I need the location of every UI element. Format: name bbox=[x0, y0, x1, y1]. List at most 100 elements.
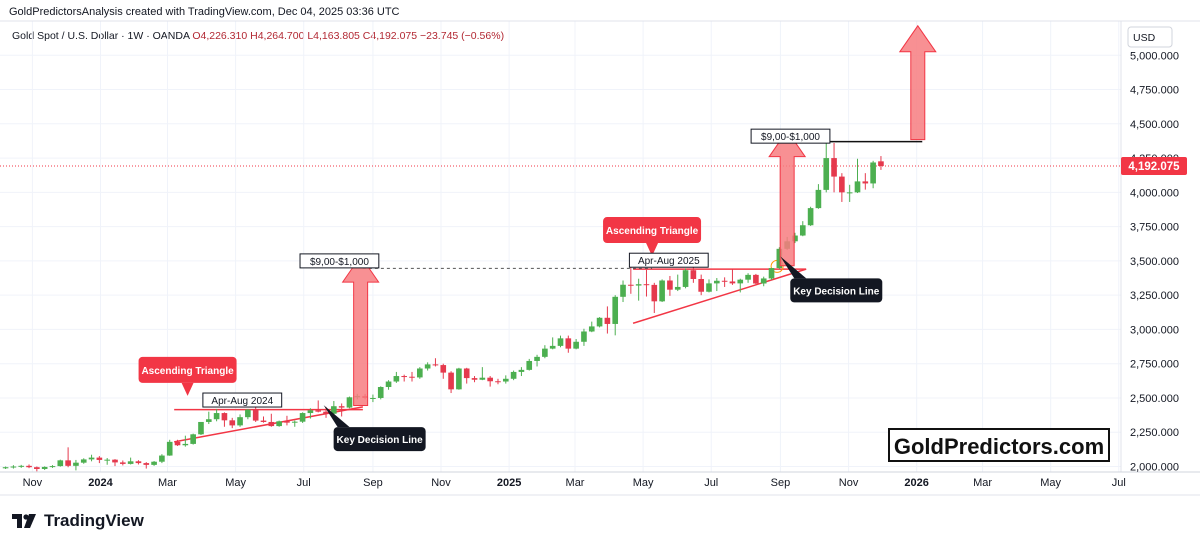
candle-up bbox=[299, 412, 306, 423]
candle-body bbox=[573, 341, 579, 349]
text-box-label: Apr-Aug 2025 bbox=[638, 256, 700, 267]
tradingview-brand[interactable]: TradingView bbox=[12, 511, 144, 531]
candles bbox=[2, 140, 884, 472]
candle-up bbox=[760, 276, 767, 287]
text-box-border bbox=[202, 392, 283, 408]
y-axis[interactable]: 2,000.000 2,250.000 2,500.000 2,750.000 3,00… bbox=[1130, 50, 1179, 473]
text-box-border bbox=[299, 253, 380, 269]
candle-body bbox=[839, 176, 845, 193]
candle-down bbox=[643, 269, 650, 297]
candle-up bbox=[659, 279, 665, 303]
candle-body bbox=[213, 413, 220, 420]
candle-up bbox=[307, 408, 314, 419]
candle-up bbox=[245, 408, 251, 420]
candle-body bbox=[401, 376, 407, 378]
candle-body bbox=[377, 387, 384, 398]
candle-body bbox=[323, 411, 329, 414]
candle-body bbox=[73, 462, 79, 466]
candle-up bbox=[549, 337, 556, 350]
candle-body bbox=[674, 286, 681, 290]
candle-up bbox=[331, 400, 337, 415]
candle-up bbox=[198, 421, 204, 435]
candle-down bbox=[268, 413, 275, 427]
candle-body bbox=[870, 162, 876, 184]
candle-up bbox=[854, 158, 861, 194]
x-tick-label: Jul bbox=[1112, 477, 1126, 489]
candle-up bbox=[479, 367, 486, 381]
x-tick-label: Mar bbox=[158, 477, 177, 489]
candle-up bbox=[205, 411, 212, 425]
candle-body bbox=[291, 421, 298, 423]
y-tick-label: 4,750.000 bbox=[1130, 85, 1179, 97]
y-tick-label: 4,500.000 bbox=[1130, 119, 1179, 131]
candle-body bbox=[659, 280, 665, 302]
x-tick-label: 2026 bbox=[904, 477, 928, 489]
candle-up bbox=[573, 339, 579, 350]
currency-box-border bbox=[1127, 26, 1173, 48]
x-tick-label: May bbox=[633, 477, 654, 489]
candle-down bbox=[120, 460, 126, 466]
candle-up bbox=[534, 354, 540, 367]
candle-body bbox=[651, 284, 658, 302]
key-decision-callout: Key Decision Line bbox=[323, 405, 426, 452]
candle-down bbox=[112, 459, 118, 467]
candle-body bbox=[393, 376, 400, 382]
last-price-badge-box bbox=[1121, 157, 1187, 176]
candle-down bbox=[753, 273, 759, 285]
x-tick-label: Sep bbox=[363, 477, 383, 489]
ascending-triangle-callout: Ascending Triangle bbox=[138, 356, 237, 396]
candle-body bbox=[596, 317, 603, 327]
y-tick-label: 2,250.000 bbox=[1130, 427, 1179, 439]
candle-body bbox=[753, 274, 759, 284]
y-tick-label: 2,750.000 bbox=[1130, 359, 1179, 371]
currency-box[interactable]: USD bbox=[1127, 26, 1173, 48]
candle-up bbox=[88, 454, 95, 462]
x-axis[interactable]: Nov 2024 Mar May Jul Sep Nov 2025 Mar May Jul Sep No… bbox=[23, 477, 1126, 489]
candle-body bbox=[229, 420, 236, 426]
candle-body bbox=[432, 364, 439, 366]
candle-up bbox=[714, 278, 720, 292]
candle-up bbox=[213, 408, 220, 422]
candle-body bbox=[456, 368, 462, 390]
candle-up bbox=[596, 317, 603, 328]
candle-body bbox=[643, 284, 650, 286]
candle-down bbox=[315, 400, 322, 413]
candle-body bbox=[487, 377, 493, 382]
candle-body bbox=[495, 381, 501, 383]
callout-box bbox=[333, 427, 426, 452]
x-tick-label: Mar bbox=[973, 477, 992, 489]
x-tick-label: Mar bbox=[566, 477, 585, 489]
up-arrow-2024 bbox=[341, 255, 380, 407]
candle-up bbox=[776, 247, 783, 270]
candle-down bbox=[495, 378, 501, 385]
candle-body bbox=[604, 317, 611, 324]
candle-up bbox=[104, 458, 111, 465]
candle-body bbox=[112, 459, 118, 463]
candle-body bbox=[526, 360, 533, 370]
candle-body bbox=[276, 421, 282, 427]
candle-up bbox=[10, 465, 17, 469]
candle-down bbox=[651, 282, 658, 313]
candle-body bbox=[714, 280, 720, 284]
candle-body bbox=[690, 270, 697, 279]
candle-up bbox=[385, 380, 392, 390]
text-box: $9,00-$1,000 bbox=[299, 253, 380, 269]
candle-body bbox=[182, 443, 189, 446]
candle-up bbox=[674, 274, 681, 292]
candle-up bbox=[80, 458, 87, 464]
candle-body bbox=[542, 348, 548, 357]
y-tick-label: 2,500.000 bbox=[1130, 393, 1179, 405]
callout-text: Key Decision Line bbox=[337, 435, 424, 446]
currency-label: USD bbox=[1133, 32, 1156, 44]
candle-up bbox=[2, 466, 9, 469]
candle-down bbox=[221, 412, 228, 427]
candle-body bbox=[565, 338, 572, 349]
x-tick-label: Jul bbox=[704, 477, 718, 489]
candle-up bbox=[346, 396, 353, 409]
candle-body bbox=[760, 278, 767, 284]
candle-body bbox=[440, 365, 447, 373]
candle-body bbox=[620, 284, 626, 297]
candle-down bbox=[721, 277, 728, 287]
candle-body bbox=[745, 274, 751, 280]
